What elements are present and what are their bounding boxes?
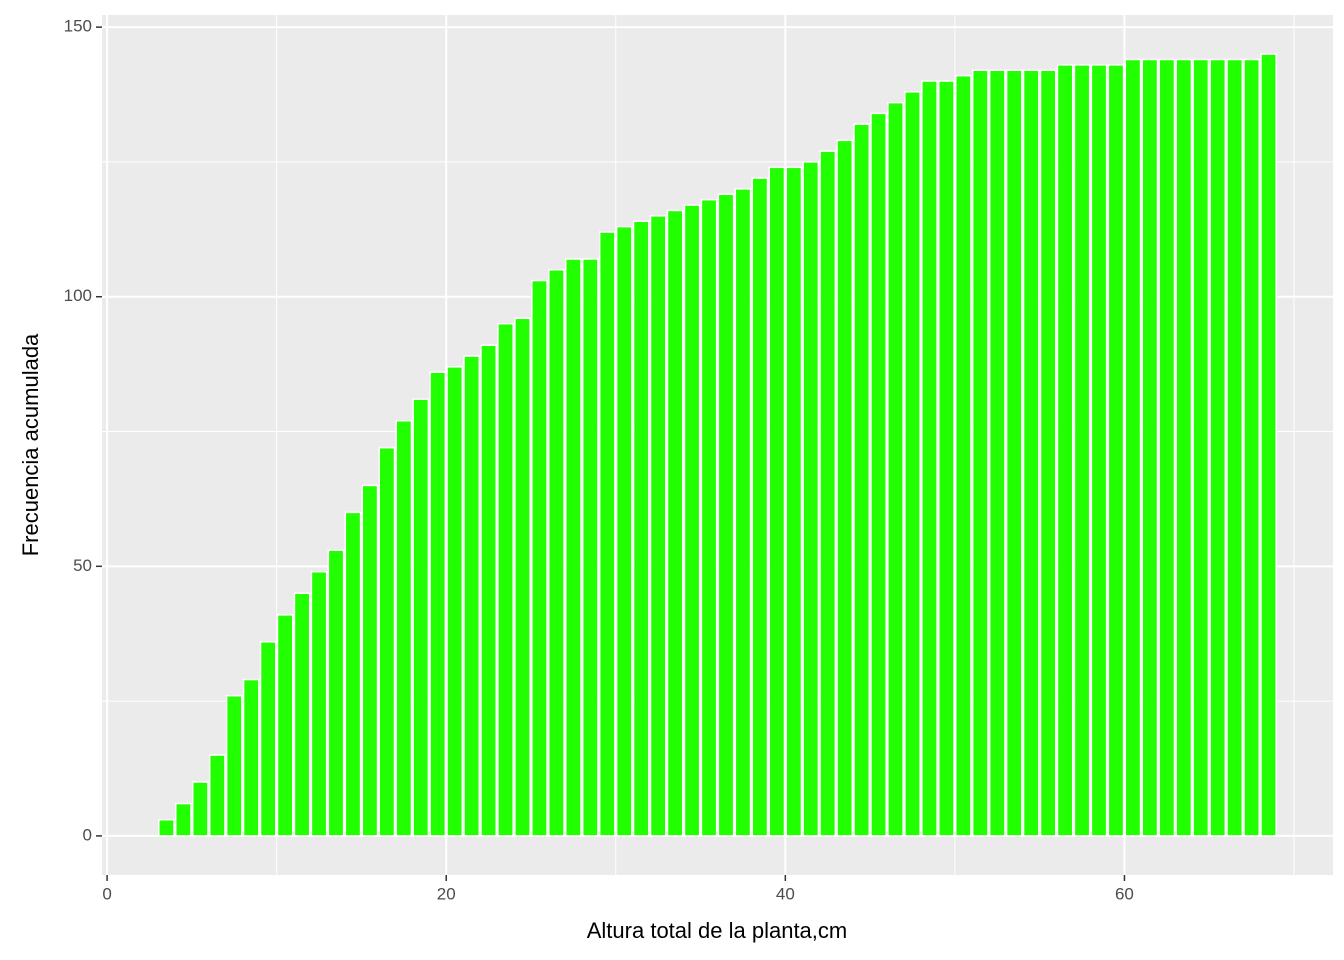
bar xyxy=(395,419,413,837)
bar xyxy=(293,592,311,837)
bar xyxy=(700,198,718,837)
grid xyxy=(102,15,1333,875)
bar xyxy=(175,802,192,837)
bar xyxy=(327,549,345,837)
bar xyxy=(1107,64,1125,837)
bar xyxy=(514,317,531,837)
bar xyxy=(1022,69,1040,837)
bar xyxy=(276,614,294,837)
bar xyxy=(564,258,582,837)
bar xyxy=(1090,64,1108,837)
x-tick-label: 60 xyxy=(1115,884,1134,903)
bar xyxy=(259,641,277,837)
bar xyxy=(751,177,769,837)
bar xyxy=(242,678,260,837)
bar xyxy=(666,209,684,837)
bar xyxy=(836,139,854,837)
bar xyxy=(768,166,786,837)
bar xyxy=(598,231,616,837)
x-tick-label: 20 xyxy=(437,884,456,903)
bar xyxy=(1039,69,1057,837)
bar xyxy=(988,69,1006,837)
bar xyxy=(1141,58,1159,837)
bar xyxy=(1158,58,1176,837)
y-axis-title: Frecuencia acumulada xyxy=(18,333,43,556)
bar xyxy=(429,371,447,837)
bar xyxy=(497,322,514,837)
bar xyxy=(378,446,396,837)
bar xyxy=(921,80,938,837)
bar xyxy=(1226,58,1244,837)
bar xyxy=(802,161,820,837)
bar xyxy=(1192,58,1210,837)
bar xyxy=(158,818,175,837)
bar xyxy=(734,188,752,837)
bar xyxy=(1260,53,1277,837)
bar xyxy=(446,366,464,837)
bar xyxy=(1073,64,1091,837)
bar xyxy=(1124,58,1142,837)
bar xyxy=(904,91,921,837)
bar xyxy=(954,74,972,837)
y-tick-label: 100 xyxy=(64,286,92,305)
bar xyxy=(480,344,497,837)
bar xyxy=(1209,58,1227,837)
bar xyxy=(615,225,633,837)
x-axis-title: Altura total de la planta,cm xyxy=(587,918,847,943)
bar xyxy=(632,220,650,837)
bar xyxy=(870,112,887,837)
bar xyxy=(819,150,837,837)
bar xyxy=(853,123,871,837)
bar xyxy=(531,279,548,837)
bar xyxy=(1243,58,1260,837)
bar xyxy=(581,258,599,837)
bar xyxy=(785,166,803,837)
bar xyxy=(208,754,226,837)
bar xyxy=(1005,69,1023,837)
x-tick-label: 40 xyxy=(776,884,795,903)
bar xyxy=(412,398,430,837)
bar xyxy=(649,215,667,837)
y-tick-label: 0 xyxy=(83,825,92,844)
bar xyxy=(225,694,243,837)
bar xyxy=(361,484,379,837)
bar xyxy=(971,69,989,837)
bars xyxy=(158,53,1277,837)
x-tick-label: 0 xyxy=(102,884,111,903)
bar xyxy=(548,269,565,837)
bar xyxy=(717,193,735,837)
bar xyxy=(683,204,701,837)
bar xyxy=(463,355,481,837)
y-tick-label: 150 xyxy=(64,17,92,36)
bar xyxy=(1175,58,1193,837)
bar xyxy=(938,80,955,837)
bar xyxy=(887,101,904,837)
bar xyxy=(310,570,328,837)
y-tick-label: 50 xyxy=(73,556,92,575)
bar xyxy=(344,511,362,837)
bar xyxy=(1056,64,1074,837)
bar xyxy=(191,781,209,837)
